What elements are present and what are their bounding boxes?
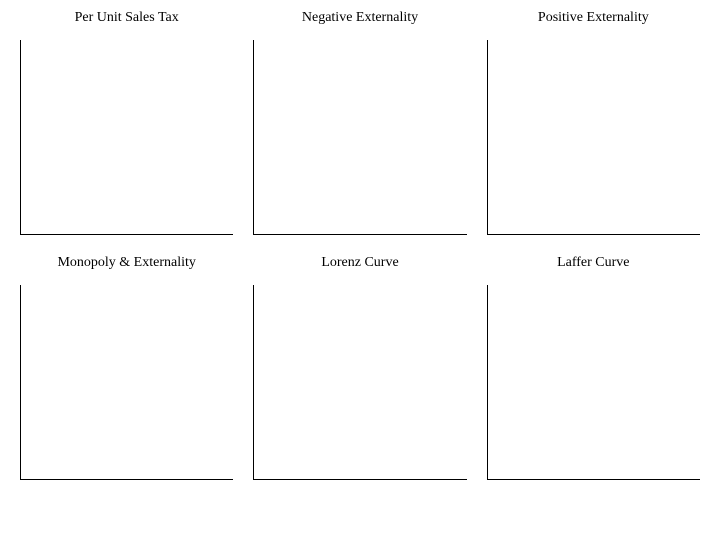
panel-title: Per Unit Sales Tax (75, 10, 179, 30)
panel-grid: Per Unit Sales Tax Negative Externality … (0, 0, 720, 540)
panel-negative-externality: Negative Externality (253, 10, 466, 235)
axes (20, 285, 233, 480)
panel-laffer-curve: Laffer Curve (487, 255, 700, 480)
y-axis (487, 40, 488, 235)
x-axis (20, 479, 233, 480)
x-axis (20, 234, 233, 235)
panel-title: Laffer Curve (557, 255, 629, 275)
panel-positive-externality: Positive Externality (487, 10, 700, 235)
axes (253, 40, 466, 235)
panel-title: Negative Externality (302, 10, 418, 30)
y-axis (20, 285, 21, 480)
x-axis (487, 479, 700, 480)
panel-title: Lorenz Curve (321, 255, 398, 275)
axes (20, 40, 233, 235)
panel-title: Positive Externality (538, 10, 649, 30)
panel-monopoly-externality: Monopoly & Externality (20, 255, 233, 480)
panel-per-unit-sales-tax: Per Unit Sales Tax (20, 10, 233, 235)
x-axis (487, 234, 700, 235)
x-axis (253, 234, 466, 235)
axes (253, 285, 466, 480)
panel-lorenz-curve: Lorenz Curve (253, 255, 466, 480)
x-axis (253, 479, 466, 480)
axes (487, 40, 700, 235)
y-axis (253, 285, 254, 480)
y-axis (20, 40, 21, 235)
panel-title: Monopoly & Externality (57, 255, 195, 275)
axes (487, 285, 700, 480)
y-axis (487, 285, 488, 480)
y-axis (253, 40, 254, 235)
